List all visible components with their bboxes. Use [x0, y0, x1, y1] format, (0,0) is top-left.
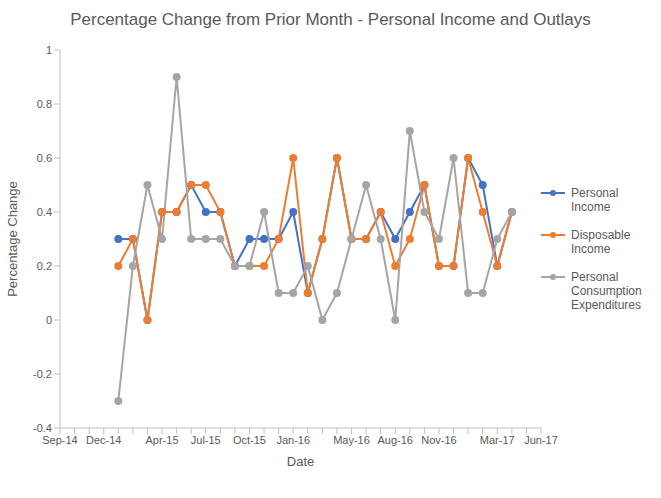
svg-text:Mar-17: Mar-17: [480, 434, 515, 446]
svg-text:Date: Date: [287, 454, 314, 469]
svg-text:Apr-15: Apr-15: [146, 434, 179, 446]
svg-text:May-16: May-16: [333, 434, 370, 446]
svg-text:-0.4: -0.4: [33, 422, 52, 434]
svg-text:Percentage Change: Percentage Change: [8, 181, 20, 297]
svg-text:0.6: 0.6: [37, 152, 52, 164]
svg-text:1: 1: [46, 44, 52, 56]
svg-text:0.2: 0.2: [37, 260, 52, 272]
svg-text:0.4: 0.4: [37, 206, 52, 218]
svg-text:Oct-15: Oct-15: [233, 434, 266, 446]
html-text:Personal Income: Personal Income: [571, 186, 619, 214]
svg-text:-0.2: -0.2: [33, 368, 52, 380]
svg-text:Dec-14: Dec-14: [86, 434, 121, 446]
html-text:Personal Consumption Expenditu: Personal Consumption Expenditures: [571, 270, 642, 312]
svg-text:Jul-15: Jul-15: [191, 434, 221, 446]
svg-text:0.8: 0.8: [37, 98, 52, 110]
html-text:Percentage Change from Prior M: Percentage Change from Prior Month - Per…: [70, 10, 591, 29]
svg-text:Jun-17: Jun-17: [524, 434, 558, 446]
svg-text:Aug-16: Aug-16: [378, 434, 413, 446]
html-text:Disposable Income: Disposable Income: [571, 228, 631, 256]
svg-text:Nov-16: Nov-16: [421, 434, 456, 446]
svg-text:Sep-14: Sep-14: [42, 434, 77, 446]
svg-text:0: 0: [46, 314, 52, 326]
svg-text:Jan-16: Jan-16: [276, 434, 310, 446]
